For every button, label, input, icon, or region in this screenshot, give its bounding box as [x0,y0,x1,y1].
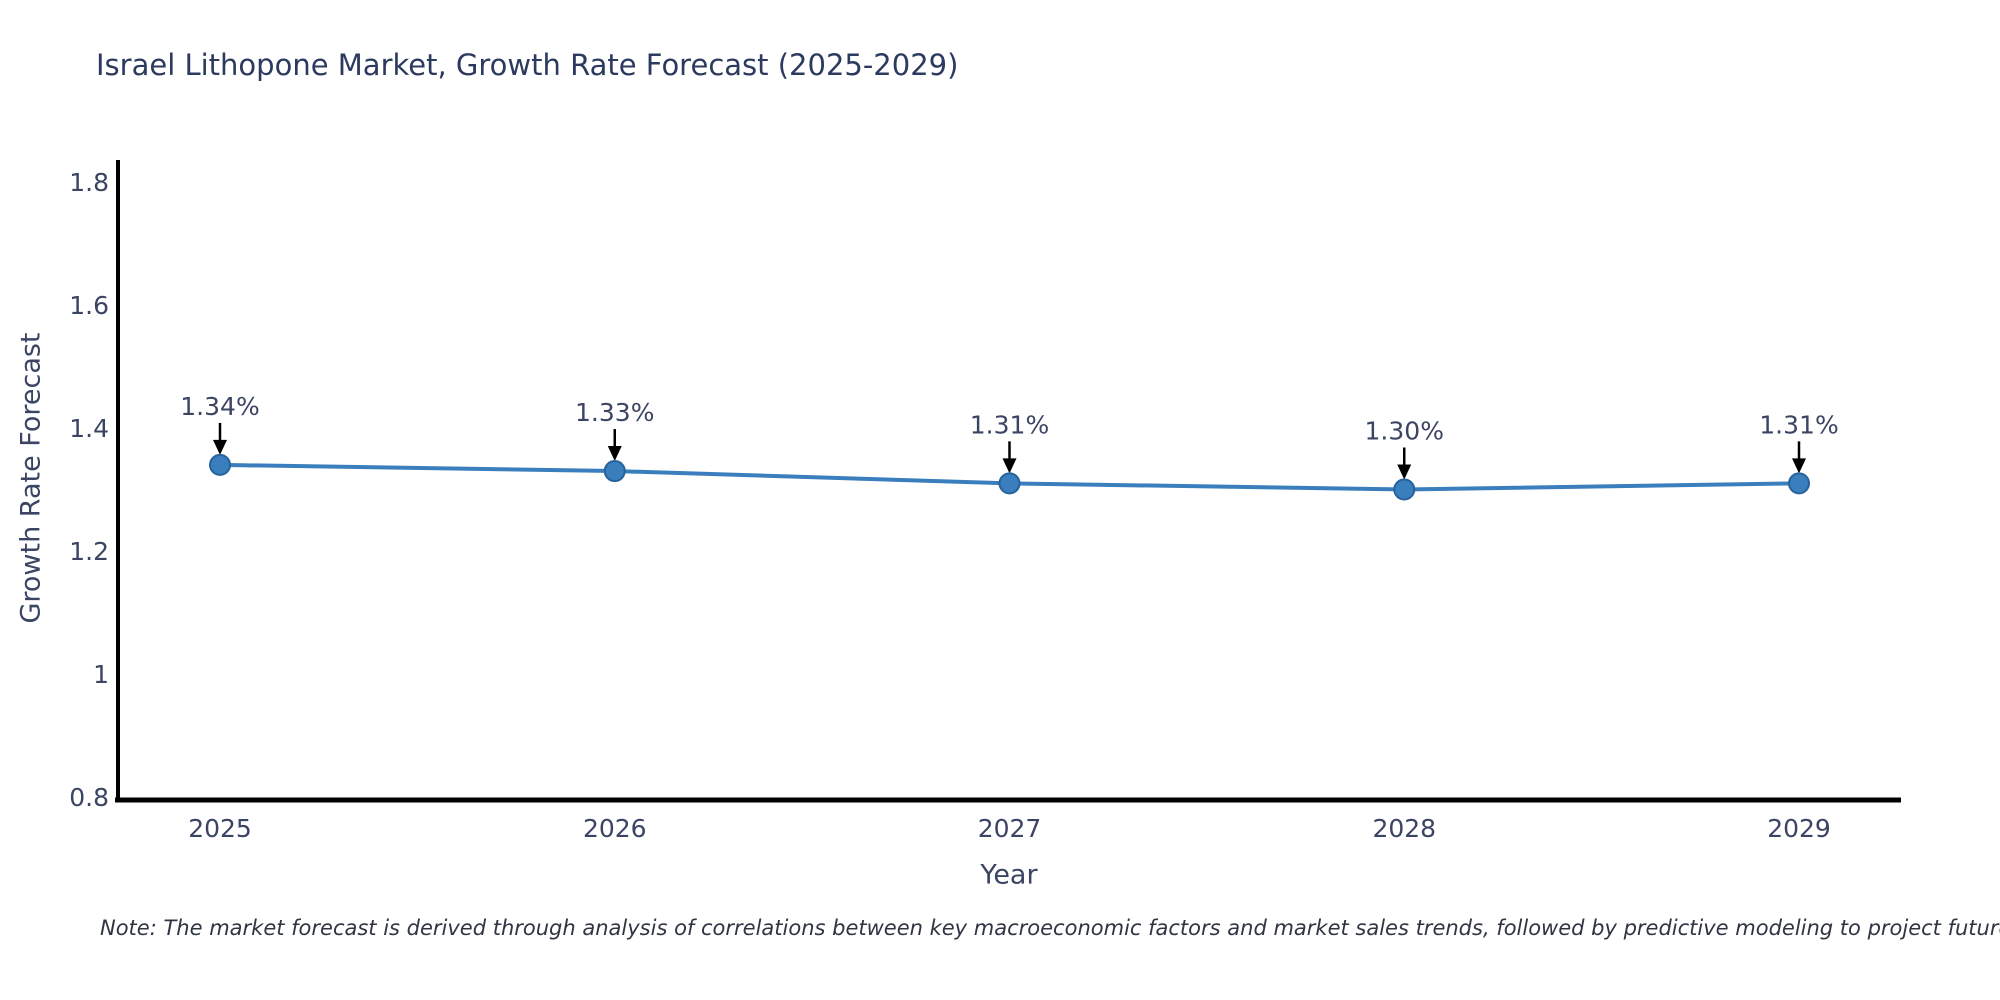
x-tick-label: 2026 [583,814,647,843]
annotation-arrow-head [213,439,227,455]
y-tick-label: 1.8 [69,168,109,197]
annotation-label: 1.34% [180,392,259,421]
annotation-label: 1.31% [1759,410,1838,439]
footnote: Note: The market forecast is derived thr… [100,916,2000,940]
annotation-arrow-head [607,446,622,462]
data-point-marker [603,460,626,483]
y-tick-label: 1.4 [69,414,109,443]
data-point-marker [998,472,1021,495]
data-point-marker [209,453,231,476]
x-tick-label: 2029 [1767,814,1831,843]
annotation-arrow-head [1397,464,1412,480]
chart-title: Israel Lithopone Market, Growth Rate For… [96,48,959,82]
x-tick-label: 2025 [188,814,252,843]
annotation-arrow-head [1792,458,1806,474]
annotation-label: 1.33% [575,398,654,427]
y-tick-label: 1.6 [69,291,109,320]
y-tick-label: 1.2 [69,537,109,566]
annotation-arrow-head [1002,458,1017,474]
y-tick-label: 0.8 [69,783,109,812]
x-axis-label: Year [980,859,1038,891]
annotation-label: 1.30% [1365,417,1444,446]
x-tick-label: 2027 [978,814,1042,843]
data-point-marker [1393,478,1416,501]
y-tick-label: 1 [93,660,109,689]
x-tick-label: 2028 [1372,814,1436,843]
annotation-label: 1.31% [970,410,1049,439]
data-point-marker [1788,472,1810,495]
